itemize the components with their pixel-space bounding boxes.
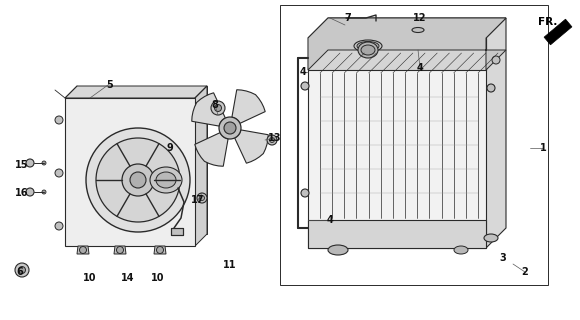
Circle shape: [211, 101, 225, 115]
Circle shape: [215, 105, 222, 111]
Text: 7: 7: [345, 13, 351, 23]
Circle shape: [122, 164, 154, 196]
Text: 1: 1: [539, 143, 546, 153]
Circle shape: [219, 117, 241, 139]
Ellipse shape: [328, 245, 348, 255]
Text: 2: 2: [521, 267, 528, 277]
Polygon shape: [308, 18, 506, 70]
Ellipse shape: [150, 167, 182, 193]
Circle shape: [492, 56, 500, 64]
Circle shape: [487, 84, 495, 92]
Text: 12: 12: [413, 13, 427, 23]
Text: 4: 4: [416, 63, 423, 73]
Circle shape: [197, 193, 207, 203]
Circle shape: [42, 161, 46, 165]
Circle shape: [15, 263, 29, 277]
Text: 10: 10: [84, 273, 97, 283]
Ellipse shape: [361, 45, 375, 55]
Circle shape: [42, 190, 46, 194]
Polygon shape: [235, 130, 269, 163]
Polygon shape: [65, 98, 195, 246]
Circle shape: [26, 159, 34, 167]
Circle shape: [117, 246, 124, 253]
Circle shape: [79, 246, 86, 253]
Polygon shape: [544, 19, 572, 45]
Circle shape: [267, 135, 277, 145]
Polygon shape: [486, 18, 506, 248]
Circle shape: [200, 196, 205, 201]
Polygon shape: [195, 86, 207, 246]
Polygon shape: [308, 38, 486, 70]
Ellipse shape: [484, 234, 498, 242]
Circle shape: [301, 82, 309, 90]
Circle shape: [86, 128, 190, 232]
Circle shape: [55, 169, 63, 177]
Polygon shape: [195, 133, 228, 166]
Text: 16: 16: [15, 188, 29, 198]
Bar: [171, 228, 183, 235]
Text: 4: 4: [300, 67, 306, 77]
Ellipse shape: [357, 42, 379, 51]
Text: 8: 8: [212, 100, 219, 110]
Text: 10: 10: [151, 273, 165, 283]
Text: 3: 3: [499, 253, 506, 263]
Circle shape: [26, 188, 34, 196]
Text: 11: 11: [223, 260, 237, 270]
Circle shape: [130, 172, 146, 188]
Polygon shape: [192, 93, 226, 126]
Polygon shape: [232, 90, 265, 123]
Ellipse shape: [358, 42, 378, 58]
Text: 9: 9: [166, 143, 173, 153]
Text: FR.: FR.: [538, 17, 557, 27]
Circle shape: [96, 138, 180, 222]
Circle shape: [224, 122, 236, 134]
Bar: [280, 5, 548, 285]
Polygon shape: [77, 246, 89, 254]
Polygon shape: [65, 86, 207, 98]
Circle shape: [301, 189, 309, 197]
Ellipse shape: [412, 28, 424, 33]
Polygon shape: [154, 246, 166, 254]
Ellipse shape: [454, 246, 468, 254]
Circle shape: [55, 116, 63, 124]
Polygon shape: [308, 38, 486, 248]
Polygon shape: [308, 18, 506, 38]
Text: 13: 13: [268, 133, 282, 143]
Text: 4: 4: [327, 215, 333, 225]
Circle shape: [19, 267, 26, 274]
Text: 17: 17: [191, 195, 205, 205]
Polygon shape: [308, 220, 486, 248]
Circle shape: [157, 246, 164, 253]
Text: 15: 15: [15, 160, 29, 170]
Ellipse shape: [354, 40, 382, 52]
Circle shape: [55, 222, 63, 230]
Polygon shape: [77, 86, 207, 234]
Polygon shape: [114, 246, 126, 254]
Text: 6: 6: [17, 267, 23, 277]
Text: 5: 5: [107, 80, 113, 90]
Circle shape: [270, 138, 274, 142]
Ellipse shape: [156, 172, 176, 188]
Text: 14: 14: [121, 273, 135, 283]
